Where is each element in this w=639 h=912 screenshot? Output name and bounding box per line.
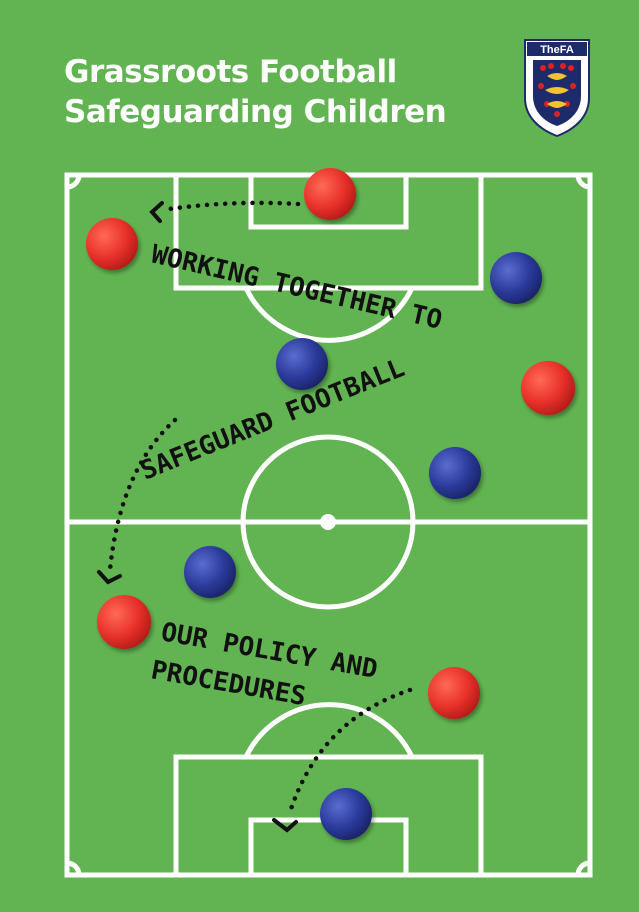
title-line-1: Grassroots Football [64,54,397,90]
slogan-line-2: SAFEGUARD FOOTBALL [136,353,408,486]
players [86,168,575,840]
red-player [304,168,356,220]
red-player [521,361,575,415]
blue-player [320,788,372,840]
blue-player [429,447,481,499]
title-line-2: Safeguarding Children [64,94,447,130]
arrowheads [97,201,298,833]
red-player [86,218,138,270]
the-fa-crest-icon: TheFA [524,39,590,138]
centre-spot [320,514,336,530]
crest-text: TheFA [540,44,574,56]
red-player [428,667,480,719]
red-player [97,595,151,649]
blue-player [184,546,236,598]
blue-player [276,338,328,390]
blue-player [490,252,542,304]
dotted-arrows [107,200,413,815]
page-title: Grassroots Football Safeguarding Childre… [64,52,447,132]
